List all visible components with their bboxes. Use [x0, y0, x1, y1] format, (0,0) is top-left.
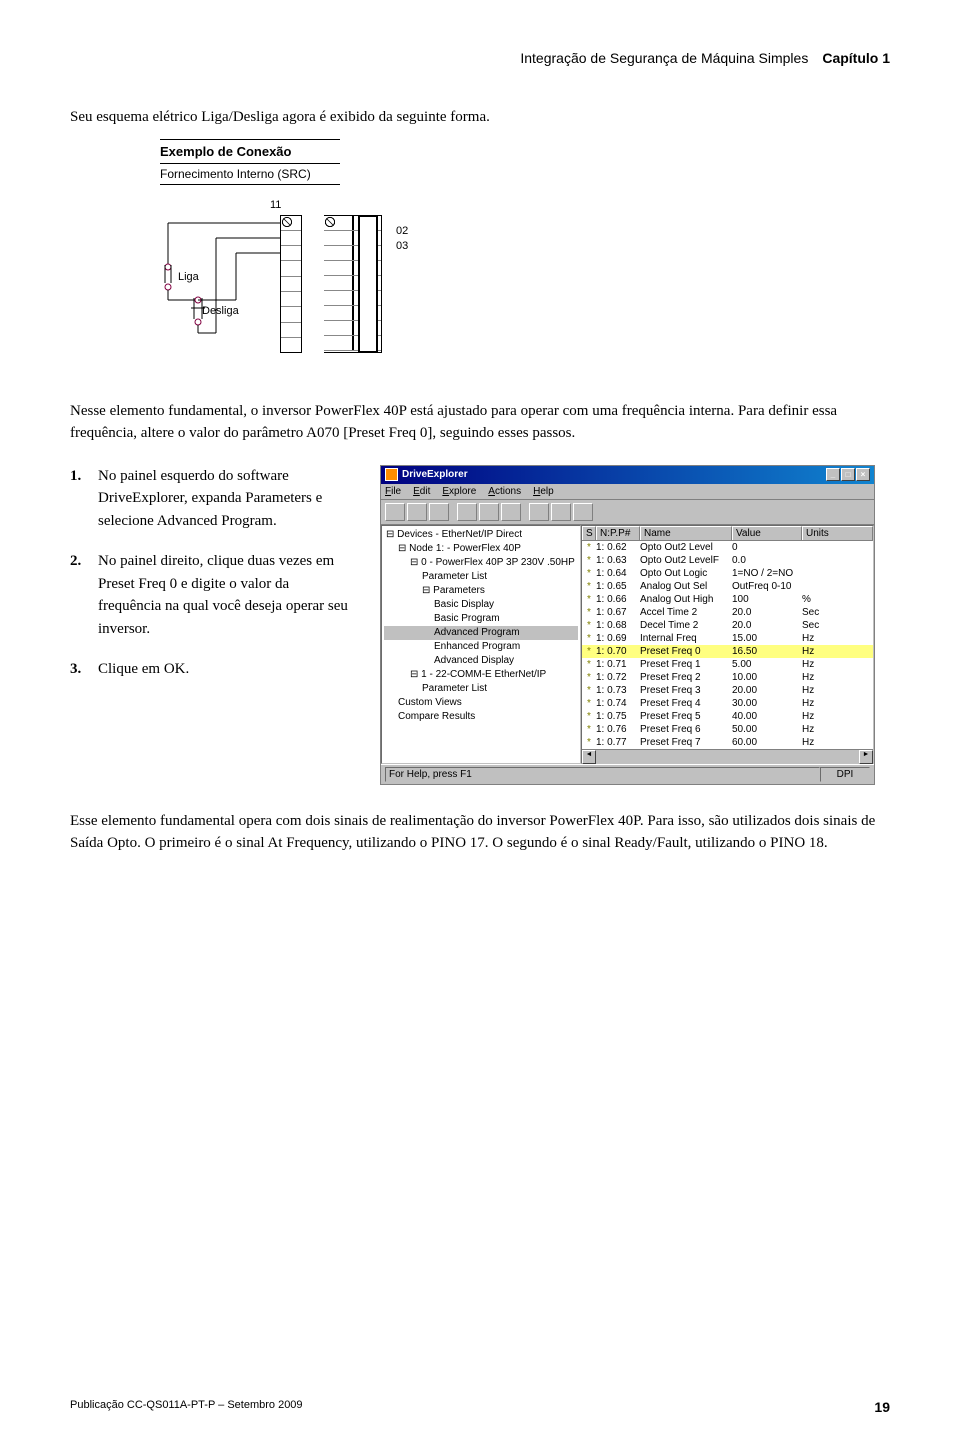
- tree-item[interactable]: Parameter List: [384, 570, 578, 584]
- grid-header-name[interactable]: Name: [640, 526, 732, 540]
- tree-item[interactable]: Basic Display: [384, 598, 578, 612]
- grid-row[interactable]: *1: 0.77Preset Freq 760.00Hz: [582, 736, 873, 749]
- publication-info: Publicação CC-QS011A-PT-P – Setembro 200…: [70, 1399, 303, 1415]
- minimize-button[interactable]: _: [826, 468, 840, 481]
- tree-item[interactable]: Custom Views: [384, 696, 578, 710]
- toolbar-button[interactable]: [573, 503, 593, 521]
- grid-row[interactable]: *1: 0.76Preset Freq 650.00Hz: [582, 723, 873, 736]
- window-title: DriveExplorer: [402, 469, 822, 480]
- grid-header-units[interactable]: Units: [802, 526, 873, 540]
- grid-row[interactable]: *1: 0.63Opto Out2 LevelF0.0: [582, 554, 873, 567]
- grid-rows: *1: 0.62Opto Out2 Level0*1: 0.63Opto Out…: [582, 541, 873, 749]
- toolbar-button[interactable]: [501, 503, 521, 521]
- step-1-text: No painel esquerdo do software DriveExpl…: [98, 465, 350, 533]
- tree-item[interactable]: Advanced Display: [384, 654, 578, 668]
- breadcrumb: Integração de Segurança de Máquina Simpl…: [520, 50, 808, 66]
- toolbar: [381, 500, 874, 525]
- toolbar-button[interactable]: [479, 503, 499, 521]
- tree-panel[interactable]: ⊟ Devices - EtherNet/IP Direct⊟ Node 1: …: [381, 525, 581, 764]
- steps-column: 1. No painel esquerdo do software DriveE…: [70, 465, 350, 785]
- status-bar: For Help, press F1 DPI: [381, 764, 874, 784]
- connection-subtitle: Fornecimento Interno (SRC): [160, 164, 340, 185]
- tree-item[interactable]: Advanced Program: [384, 626, 578, 640]
- horizontal-scrollbar[interactable]: ◄ ►: [582, 749, 873, 763]
- terminal-column-left: [280, 215, 302, 353]
- status-mode: DPI: [820, 767, 870, 782]
- page-number: 19: [874, 1399, 890, 1415]
- grid-row[interactable]: *1: 0.73Preset Freq 320.00Hz: [582, 684, 873, 697]
- toolbar-button[interactable]: [551, 503, 571, 521]
- step-2-number: 2.: [70, 550, 88, 640]
- window-body: ⊟ Devices - EtherNet/IP Direct⊟ Node 1: …: [381, 525, 874, 764]
- tree-item[interactable]: Parameter List: [384, 682, 578, 696]
- step-1-number: 1.: [70, 465, 88, 533]
- step-3-number: 3.: [70, 658, 88, 681]
- driveexplorer-window: DriveExplorer _ □ × File Edit Explore Ac…: [380, 465, 875, 785]
- grid-header-np[interactable]: N:P.P#: [596, 526, 640, 540]
- grid-row[interactable]: *1: 0.68Decel Time 220.0Sec: [582, 619, 873, 632]
- page-header: Integração de Segurança de Máquina Simpl…: [70, 50, 890, 66]
- grid-row[interactable]: *1: 0.74Preset Freq 430.00Hz: [582, 697, 873, 710]
- terminal-block: /* generated below */: [280, 205, 390, 365]
- tree-item[interactable]: ⊟ 0 - PowerFlex 40P 3P 230V .50HP: [384, 556, 578, 570]
- close-button[interactable]: ×: [856, 468, 870, 481]
- status-text: For Help, press F1: [385, 767, 820, 782]
- step-3: 3. Clique em OK.: [70, 658, 350, 681]
- app-icon: [385, 468, 398, 481]
- chapter-label: Capítulo 1: [822, 50, 890, 66]
- intro-paragraph: Seu esquema elétrico Liga/Desliga agora …: [70, 106, 890, 129]
- grid-header: S N:P.P# Name Value Units: [582, 526, 873, 541]
- grid-row[interactable]: *1: 0.75Preset Freq 540.00Hz: [582, 710, 873, 723]
- terminal-screws-right: [358, 215, 378, 353]
- body-paragraph-2: Nesse elemento fundamental, o inversor P…: [70, 400, 890, 445]
- parameter-grid[interactable]: S N:P.P# Name Value Units *1: 0.62Opto O…: [581, 525, 874, 764]
- connection-title: Exemplo de Conexão: [160, 139, 340, 164]
- grid-row[interactable]: *1: 0.67Accel Time 220.0Sec: [582, 606, 873, 619]
- step-2: 2. No painel direito, clique duas vezes …: [70, 550, 350, 640]
- body-paragraph-3: Esse elemento fundamental opera com dois…: [70, 810, 890, 855]
- grid-row[interactable]: *1: 0.66Analog Out High100%: [582, 593, 873, 606]
- tree-item[interactable]: Enhanced Program: [384, 640, 578, 654]
- grid-row[interactable]: *1: 0.65Analog Out SelOutFreq 0-10: [582, 580, 873, 593]
- step-3-text: Clique em OK.: [98, 658, 189, 681]
- grid-header-s[interactable]: S: [582, 526, 596, 540]
- toolbar-button[interactable]: [529, 503, 549, 521]
- grid-row[interactable]: *1: 0.71Preset Freq 15.00Hz: [582, 658, 873, 671]
- menu-actions[interactable]: Actions: [488, 486, 521, 497]
- scroll-right-button[interactable]: ►: [859, 750, 873, 764]
- tree-item[interactable]: ⊟ Node 1: - PowerFlex 40P: [384, 542, 578, 556]
- tree-item[interactable]: Basic Program: [384, 612, 578, 626]
- screenshot-column: DriveExplorer _ □ × File Edit Explore Ac…: [380, 465, 890, 785]
- grid-row[interactable]: *1: 0.69Internal Freq15.00Hz: [582, 632, 873, 645]
- step-1: 1. No painel esquerdo do software DriveE…: [70, 465, 350, 533]
- terminal-screws-mid: [324, 215, 346, 353]
- window-titlebar[interactable]: DriveExplorer _ □ ×: [381, 466, 874, 484]
- tree-item[interactable]: ⊟ Parameters: [384, 584, 578, 598]
- menu-file[interactable]: File: [385, 486, 401, 497]
- steps-and-screenshot: 1. No painel esquerdo do software DriveE…: [70, 465, 890, 785]
- grid-row[interactable]: *1: 0.70Preset Freq 016.50Hz: [582, 645, 873, 658]
- menu-help[interactable]: Help: [533, 486, 554, 497]
- circuit-diagram: 11 02 03 Liga Desliga: [160, 205, 440, 375]
- toolbar-button[interactable]: [429, 503, 449, 521]
- menu-explore[interactable]: Explore: [442, 486, 476, 497]
- connection-example-block: Exemplo de Conexão Fornecimento Interno …: [160, 139, 890, 375]
- toolbar-button[interactable]: [407, 503, 427, 521]
- step-2-text: No painel direito, clique duas vezes em …: [98, 550, 350, 640]
- page-footer: Publicação CC-QS011A-PT-P – Setembro 200…: [70, 1399, 890, 1415]
- menu-edit[interactable]: Edit: [413, 486, 430, 497]
- toolbar-button[interactable]: [457, 503, 477, 521]
- maximize-button[interactable]: □: [841, 468, 855, 481]
- tree-item[interactable]: Compare Results: [384, 710, 578, 724]
- toolbar-button[interactable]: [385, 503, 405, 521]
- grid-header-value[interactable]: Value: [732, 526, 802, 540]
- grid-row[interactable]: *1: 0.62Opto Out2 Level0: [582, 541, 873, 554]
- tree-item[interactable]: ⊟ Devices - EtherNet/IP Direct: [384, 528, 578, 542]
- grid-row[interactable]: *1: 0.64Opto Out Logic1=NO / 2=NO: [582, 567, 873, 580]
- tree-item[interactable]: ⊟ 1 - 22-COMM-E EtherNet/IP: [384, 668, 578, 682]
- grid-row[interactable]: *1: 0.72Preset Freq 210.00Hz: [582, 671, 873, 684]
- menubar: File Edit Explore Actions Help: [381, 484, 874, 500]
- scroll-left-button[interactable]: ◄: [582, 750, 596, 764]
- window-buttons: _ □ ×: [826, 468, 870, 481]
